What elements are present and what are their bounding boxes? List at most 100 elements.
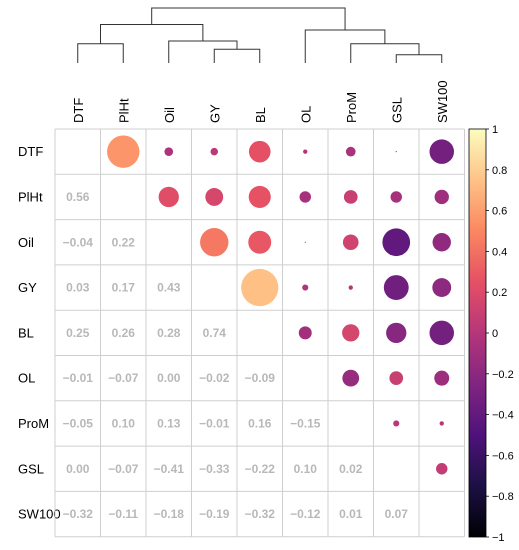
coef-oil-plht: 0.22	[112, 235, 136, 249]
coef-sw100-dtf: −0.32	[63, 507, 94, 521]
circle-gy-gsl	[383, 275, 409, 300]
colorbar-tick-label: −0.6	[492, 450, 514, 462]
coef-gsl-bl: −0.22	[245, 462, 276, 476]
circle-oil-sw100	[432, 233, 451, 252]
coef-prom-plht: 0.10	[112, 416, 136, 430]
coef-sw100-plht: −0.11	[108, 507, 138, 521]
circle-dtf-prom	[345, 146, 356, 157]
dendrogram-branch	[151, 7, 346, 30]
grid	[54, 128, 465, 538]
coef-ol-oil: 0.00	[157, 371, 181, 385]
coef-sw100-bl: −0.32	[245, 507, 276, 521]
coef-prom-gy: −0.01	[199, 416, 230, 430]
coef-gsl-plht: −0.07	[108, 462, 139, 476]
coef-prom-ol: −0.15	[290, 416, 321, 430]
coef-sw100-gsl: 0.07	[385, 507, 409, 521]
column-label-prom: ProM	[344, 92, 359, 123]
row-label-gy: GY	[18, 280, 37, 295]
correlation-circles	[107, 135, 454, 475]
circle-plht-prom	[343, 190, 358, 204]
coef-gy-plht: 0.17	[112, 281, 136, 295]
circle-oil-bl	[248, 230, 272, 254]
row-label-prom: ProM	[18, 416, 49, 431]
dendrogram	[77, 7, 443, 63]
circle-dtf-bl	[248, 140, 271, 163]
circle-ol-sw100	[434, 370, 450, 386]
colorbar-tick-label: 0.2	[492, 287, 507, 299]
circle-gy-sw100	[432, 278, 452, 297]
colorbar-tick-label: −1	[492, 532, 505, 544]
coef-gy-dtf: 0.03	[66, 281, 90, 295]
circle-prom-sw100	[439, 421, 444, 426]
circle-plht-sw100	[434, 189, 449, 205]
colorbar-tick-label: 0	[492, 328, 498, 340]
circle-bl-ol	[298, 326, 312, 340]
dendrogram-branch	[213, 48, 261, 63]
circle-dtf-ol	[303, 149, 308, 154]
dendrogram-branch	[304, 29, 386, 63]
circle-oil-gy	[200, 228, 229, 257]
circle-gsl-sw100	[436, 463, 448, 475]
colorbar-tick-label: −0.8	[492, 491, 514, 503]
colorbar-gradient	[468, 128, 487, 538]
row-label-dtf: DTF	[18, 144, 43, 159]
circle-dtf-gy	[210, 147, 218, 156]
colorbar-tick-label: −0.4	[492, 410, 514, 422]
row-label-bl: BL	[18, 325, 34, 340]
circle-oil-ol	[304, 241, 306, 243]
coef-gsl-oil: −0.41	[154, 462, 185, 476]
circle-plht-bl	[248, 185, 271, 208]
circle-gy-bl	[241, 268, 279, 307]
column-label-bl: BL	[253, 107, 268, 123]
circle-bl-sw100	[429, 320, 454, 346]
circle-gy-prom	[348, 285, 353, 290]
coef-sw100-gy: −0.19	[199, 507, 230, 521]
column-label-oil: Oil	[162, 107, 177, 123]
circle-dtf-sw100	[429, 139, 454, 164]
coef-sw100-prom: 0.01	[339, 507, 363, 521]
circle-oil-gsl	[382, 228, 411, 257]
row-label-plht: PlHt	[18, 189, 43, 204]
row-label-gsl: GSL	[18, 461, 44, 476]
colorbar-tick-label: 0.4	[492, 246, 507, 258]
circle-ol-gsl	[389, 371, 404, 385]
coef-gsl-ol: 0.10	[294, 462, 318, 476]
circle-dtf-plht	[107, 135, 140, 168]
coef-gy-oil: 0.43	[157, 281, 181, 295]
colorbar-tick-label: −0.2	[492, 369, 514, 381]
dendrogram-branch	[168, 40, 238, 63]
column-label-dtf: DTF	[71, 98, 86, 123]
coef-ol-plht: −0.07	[108, 371, 139, 385]
column-label-ol: OL	[298, 106, 313, 123]
circle-bl-gsl	[386, 322, 407, 343]
column-label-sw100: SW100	[435, 80, 450, 123]
column-label-gsl: GSL	[389, 97, 404, 123]
column-label-plht: PlHt	[116, 98, 131, 123]
circle-oil-prom	[342, 234, 359, 251]
circle-prom-gsl	[393, 420, 400, 427]
circle-bl-prom	[342, 324, 360, 342]
row-label-ol: OL	[18, 371, 35, 386]
coef-bl-oil: 0.28	[157, 326, 181, 340]
column-labels: DTF PlHt Oil GY BL OL ProM GSL SW100	[71, 80, 450, 123]
circle-ol-prom	[342, 369, 360, 387]
column-label-gy: GY	[207, 104, 222, 123]
circle-plht-oil	[158, 186, 179, 208]
dendrogram-branch	[77, 43, 124, 63]
coef-ol-bl: −0.09	[245, 371, 276, 385]
colorbar-tick-label: 0.6	[492, 206, 507, 218]
row-label-sw100: SW100	[18, 507, 61, 522]
row-labels: DTF PlHt Oil GY BL OL ProM GSL SW100	[18, 144, 61, 521]
coef-ol-dtf: −0.01	[63, 371, 94, 385]
circle-plht-gy	[205, 188, 224, 206]
coef-prom-bl: 0.16	[248, 416, 272, 430]
coef-sw100-ol: −0.12	[290, 507, 321, 521]
circle-dtf-gsl	[395, 151, 397, 153]
coef-ol-gy: −0.02	[199, 371, 230, 385]
coef-plht-dtf: 0.56	[66, 190, 90, 204]
coef-bl-dtf: 0.25	[66, 326, 90, 340]
coef-prom-dtf: −0.05	[63, 416, 94, 430]
circle-dtf-oil	[164, 147, 174, 156]
coef-gsl-gy: −0.33	[199, 462, 230, 476]
